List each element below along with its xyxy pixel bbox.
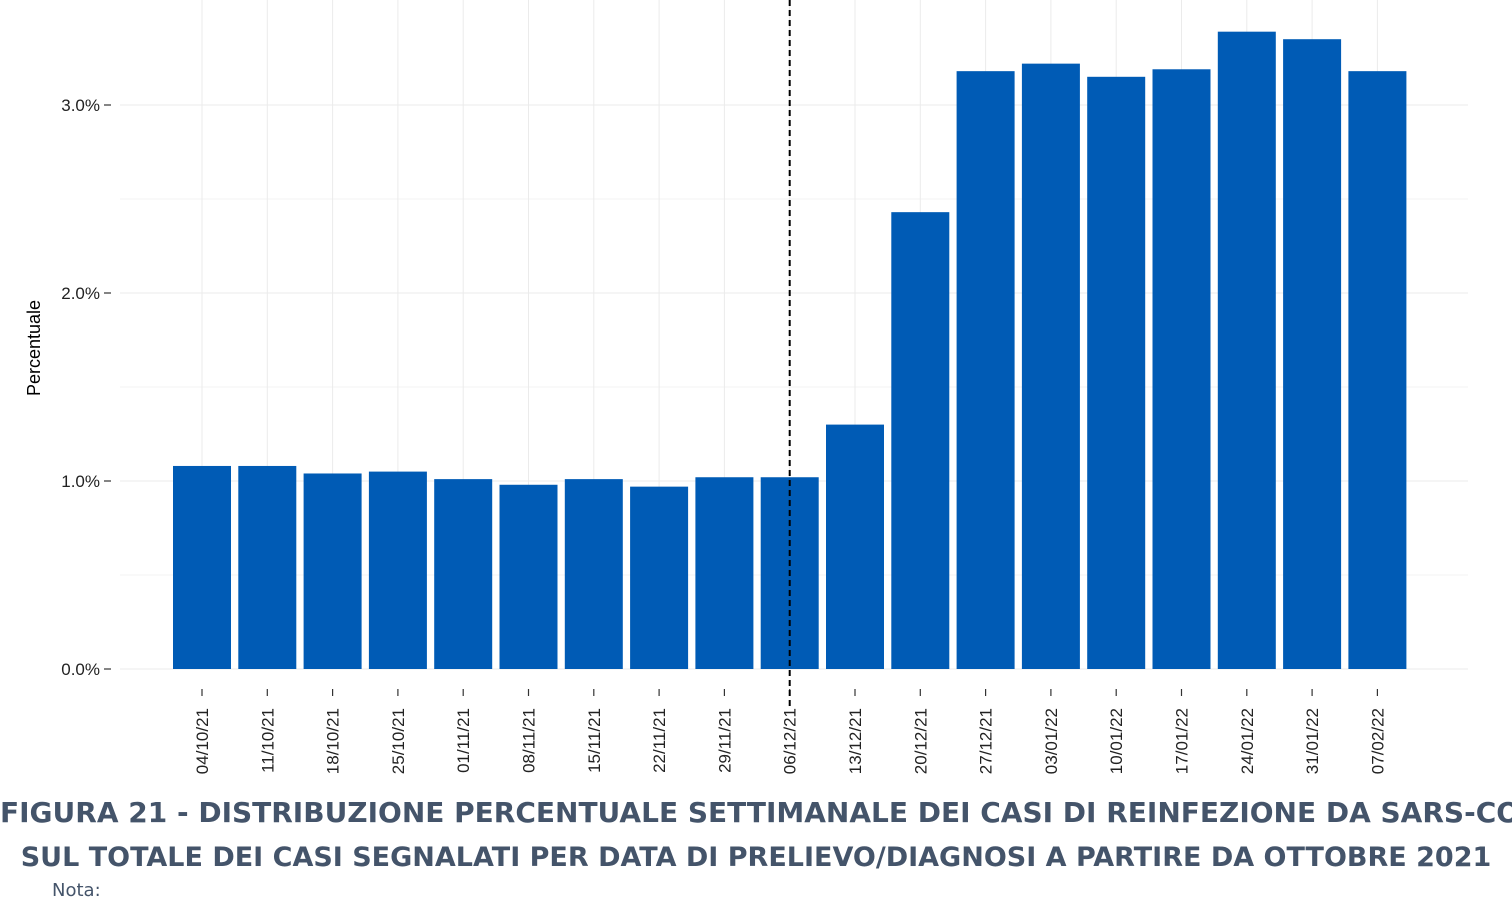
bar-22-11-21 xyxy=(630,486,689,669)
y-tick-label: 3.0% xyxy=(61,96,100,115)
y-axis: 0.0% 1.0% 2.0% 3.0% xyxy=(61,96,111,679)
bar-25-10-21 xyxy=(368,471,427,669)
x-tick-label: 11/10/21 xyxy=(258,708,277,773)
bar-27-12-21 xyxy=(956,71,1015,669)
x-tick-label: 03/01/22 xyxy=(1042,708,1061,774)
note-label: Nota: xyxy=(52,880,101,901)
x-tick-label: 04/10/21 xyxy=(193,708,212,774)
x-tick-label: 17/01/22 xyxy=(1173,708,1192,774)
x-tick-label: 25/10/21 xyxy=(389,708,408,774)
x-tick-label: 07/02/22 xyxy=(1368,708,1387,774)
x-axis: 04/10/21 11/10/21 18/10/21 25/10/21 01/11/21… xyxy=(193,689,1387,774)
x-tick-label: 06/12/21 xyxy=(781,708,800,774)
figure-caption-line-2: SUL TOTALE DEI CASI SEGNALATI PER DATA D… xyxy=(20,842,1492,873)
y-tick-label: 2.0% xyxy=(61,284,100,303)
figure-caption-line-1: FIGURA 21 - DISTRIBUZIONE PERCENTUALE SE… xyxy=(0,796,1512,829)
y-tick-label: 1.0% xyxy=(61,472,100,491)
bar-20-12-21 xyxy=(891,212,950,669)
x-tick-label: 10/01/22 xyxy=(1107,708,1126,774)
bar-01-11-21 xyxy=(434,479,493,669)
bar-10-01-22 xyxy=(1087,76,1146,670)
bars xyxy=(173,31,1407,670)
x-tick-label: 08/11/21 xyxy=(520,708,539,773)
bar-15-11-21 xyxy=(564,479,623,669)
x-tick-label: 24/01/22 xyxy=(1238,708,1257,774)
bar-24-01-22 xyxy=(1217,31,1276,670)
bar-03-01-22 xyxy=(1021,63,1080,669)
bar-31-01-22 xyxy=(1283,39,1342,669)
bar-17-01-22 xyxy=(1152,69,1211,669)
bar-08-11-21 xyxy=(499,484,558,669)
bar-07-02-22 xyxy=(1348,71,1407,669)
x-tick-label: 22/11/21 xyxy=(650,708,669,773)
x-tick-label: 29/11/21 xyxy=(715,708,734,773)
y-tick-label: 0.0% xyxy=(61,660,100,679)
bar-chart: 0.0% 1.0% 2.0% 3.0% 04/10/21 11/10/21 18/10/2… xyxy=(24,0,1468,774)
x-tick-label: 27/12/21 xyxy=(977,708,996,774)
x-tick-label: 20/12/21 xyxy=(911,708,930,774)
bar-11-10-21 xyxy=(238,465,297,669)
bar-29-11-21 xyxy=(695,477,754,669)
bar-18-10-21 xyxy=(303,473,362,669)
bar-04-10-21 xyxy=(173,465,231,669)
x-tick-label: 15/11/21 xyxy=(585,708,604,773)
x-tick-label: 13/12/21 xyxy=(846,708,865,774)
x-tick-label: 31/01/22 xyxy=(1303,708,1322,774)
x-tick-label: 01/11/21 xyxy=(454,708,473,773)
bar-13-12-21 xyxy=(826,424,884,669)
x-tick-label: 18/10/21 xyxy=(324,708,343,774)
y-axis-label: Percentuale xyxy=(24,300,44,396)
